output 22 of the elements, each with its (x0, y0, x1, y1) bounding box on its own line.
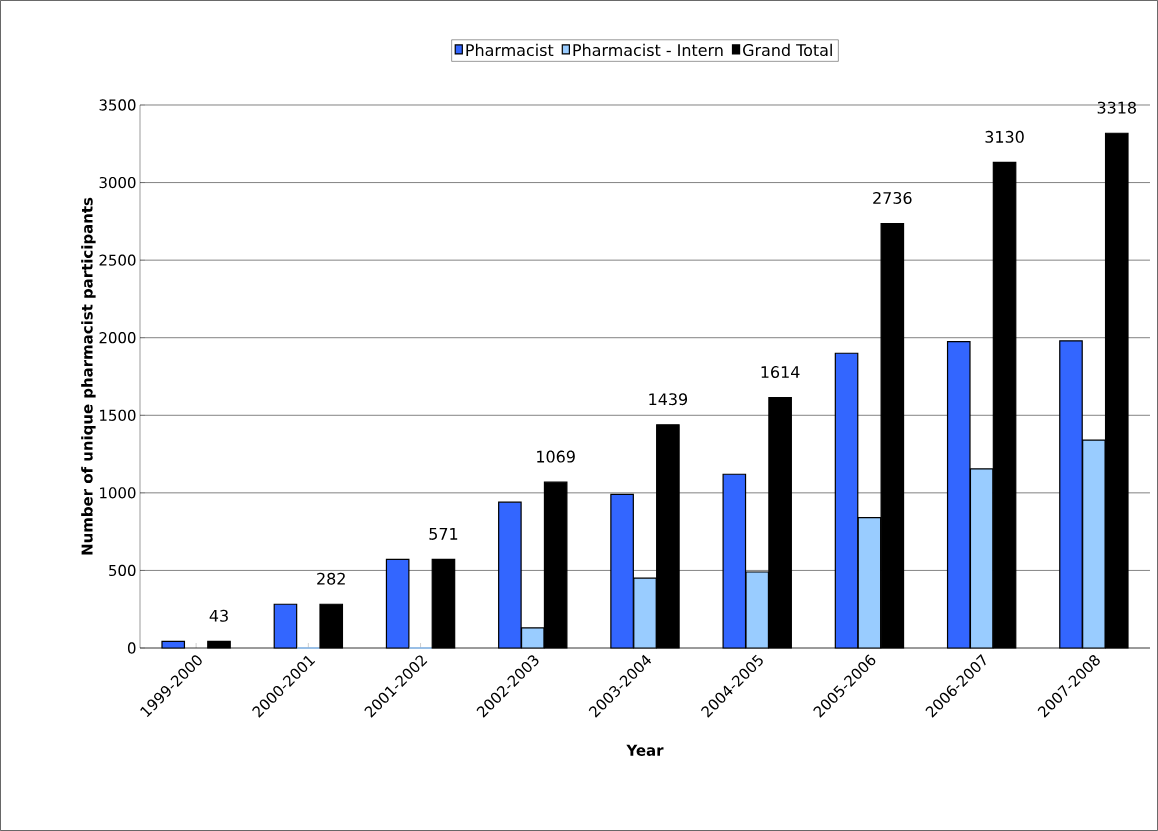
y-tick-label: 1500 (100, 409, 136, 421)
data-label: 2736 (873, 191, 912, 204)
y-tick-label: 2500 (99, 254, 136, 266)
y-tick-label: 3000 (99, 176, 136, 189)
x-axis-title: Year (626, 744, 664, 756)
y-tick-label: 0 (127, 642, 136, 654)
legend-label: Pharmacist (466, 43, 554, 57)
y-tick-label: 500 (109, 564, 136, 577)
y-axis-title: Number of unique pharmacist participants (81, 197, 96, 555)
data-label: 3318 (1097, 101, 1136, 114)
y-tick-label: 1000 (100, 487, 136, 499)
data-label: 282 (317, 572, 345, 585)
data-label: 43 (209, 609, 228, 622)
legend-label: Pharmacist - Intern (573, 43, 723, 57)
data-label: 1439 (649, 393, 688, 406)
data-label: 571 (429, 528, 458, 540)
y-tick-label: 2000 (99, 332, 136, 344)
data-label: 3130 (985, 130, 1024, 143)
data-label: 1614 (761, 366, 800, 379)
y-tick-label: 3500 (99, 99, 136, 111)
legend-label: Grand Total (743, 43, 832, 57)
data-label: 1069 (537, 450, 575, 463)
